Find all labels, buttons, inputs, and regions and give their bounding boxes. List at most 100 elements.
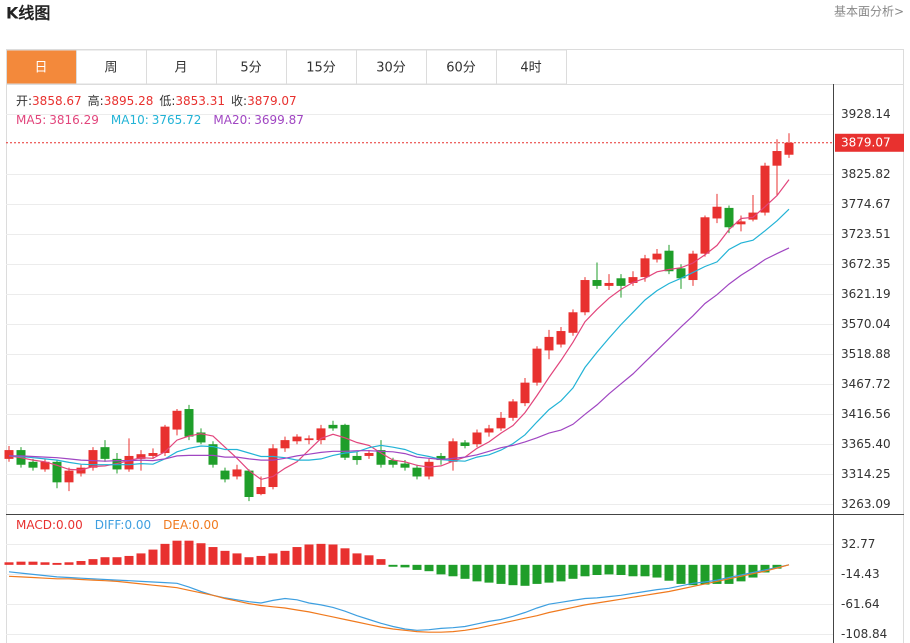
candle-body [448, 441, 458, 462]
legend-text: 高: [88, 93, 104, 108]
macd-bar [580, 564, 590, 577]
candle-body [736, 221, 746, 225]
candle-body [220, 470, 230, 480]
macd-bar [568, 564, 578, 579]
legend-text: 3895.28 [104, 94, 154, 108]
tab-label[interactable]: 60分 [446, 61, 476, 76]
macd-bar [328, 544, 338, 565]
macd-bar [460, 564, 470, 579]
macd-bar [292, 547, 302, 565]
macd-bar [232, 553, 242, 565]
ma-line [9, 247, 790, 462]
candle-body [196, 432, 206, 443]
macd-bar [184, 540, 194, 565]
macd-bar [388, 564, 398, 567]
legend-text: MA10: [111, 113, 149, 127]
macd-bar [244, 557, 254, 565]
candle-body [40, 461, 50, 470]
macd-bar [448, 564, 458, 577]
macd-bar [352, 553, 362, 565]
macd-bar [196, 543, 206, 565]
candle-body [292, 436, 302, 442]
tab-label[interactable]: 日 [34, 61, 47, 76]
y-tick-label: 3825.82 [841, 167, 891, 181]
legend-text: MA5: [16, 113, 46, 127]
legend-text: 3765.72 [152, 113, 202, 127]
y-tick-label: 3621.19 [841, 287, 891, 301]
candle-body [376, 450, 386, 465]
legend-row: MACD:0.00 DIFF:0.00 DEA:0.00 [16, 518, 219, 532]
candle-body [244, 470, 254, 497]
y-tick-label: 3928.14 [841, 107, 891, 121]
candle-body [340, 424, 350, 458]
tab[interactable] [496, 49, 567, 85]
candle-body [748, 212, 758, 220]
macd-bar [496, 564, 506, 584]
macd-bar [472, 564, 482, 582]
y-tick-label: 3365.40 [841, 437, 891, 451]
y-tick-label: 3467.72 [841, 377, 891, 391]
candle-body [700, 217, 710, 254]
candle-body [568, 312, 578, 333]
candle-body [484, 428, 494, 433]
last-price-tag [835, 133, 904, 152]
candle-body [604, 282, 614, 286]
macd-bar [520, 564, 530, 586]
tab-label[interactable]: 周 [104, 61, 117, 76]
candle-body [436, 455, 446, 461]
macd-bar [64, 562, 74, 565]
macd-bar [772, 564, 782, 569]
macd-bar [28, 561, 38, 565]
macd-bar [88, 559, 98, 565]
macd-bar [376, 559, 386, 565]
candle-body [400, 463, 410, 468]
candle-body [520, 382, 530, 404]
macd-bar [748, 564, 758, 578]
tab-label[interactable]: 月 [174, 61, 187, 76]
tab[interactable] [6, 49, 77, 85]
macd-bar [136, 553, 146, 565]
macd-bar [424, 564, 434, 572]
candle-body [172, 410, 182, 430]
candle-body [760, 165, 770, 213]
macd-bar [724, 564, 734, 584]
candle-body [4, 450, 14, 459]
macd-bar [208, 547, 218, 565]
legend-text: DIFF: [95, 518, 125, 532]
macd-bar [532, 564, 542, 584]
tab[interactable] [216, 49, 287, 85]
macd-bar [688, 564, 698, 586]
tab[interactable] [356, 49, 427, 85]
macd-bar [436, 564, 446, 575]
tab[interactable] [76, 49, 147, 85]
macd-bar [736, 564, 746, 582]
legend-text: 0.00 [124, 518, 151, 532]
macd-bar [220, 550, 230, 565]
macd-bar [172, 540, 182, 565]
candle-body [628, 277, 638, 283]
macd-bar [16, 561, 26, 565]
tab-label[interactable]: 30分 [376, 61, 406, 76]
tab-label[interactable]: 15分 [306, 61, 336, 76]
legend-text: 0.00 [56, 518, 83, 532]
legend-row: MA5: 3816.29 MA10: 3765.72 MA20: 3699.87 [16, 113, 304, 127]
macd-line [8, 564, 790, 633]
y-tick-label: 3263.09 [841, 497, 891, 511]
legend-text: 3699.87 [254, 113, 304, 127]
candle-body [64, 470, 74, 483]
analysis-link[interactable]: 基本面分析> [834, 5, 904, 19]
macd-bar [556, 564, 566, 582]
tab[interactable] [146, 49, 217, 85]
macd-bar [52, 562, 62, 565]
candle-body [268, 448, 278, 488]
macd-bar [616, 564, 626, 576]
legend-text: DEA: [163, 518, 192, 532]
candle-body [160, 426, 170, 454]
tab-label[interactable]: 4时 [520, 61, 541, 76]
tab-label[interactable]: 5分 [240, 61, 261, 76]
macd-bar [112, 557, 122, 565]
legend-text: MACD: [16, 518, 56, 532]
candle-body [724, 207, 734, 228]
candle-body [316, 428, 326, 441]
candle-body [124, 455, 134, 470]
